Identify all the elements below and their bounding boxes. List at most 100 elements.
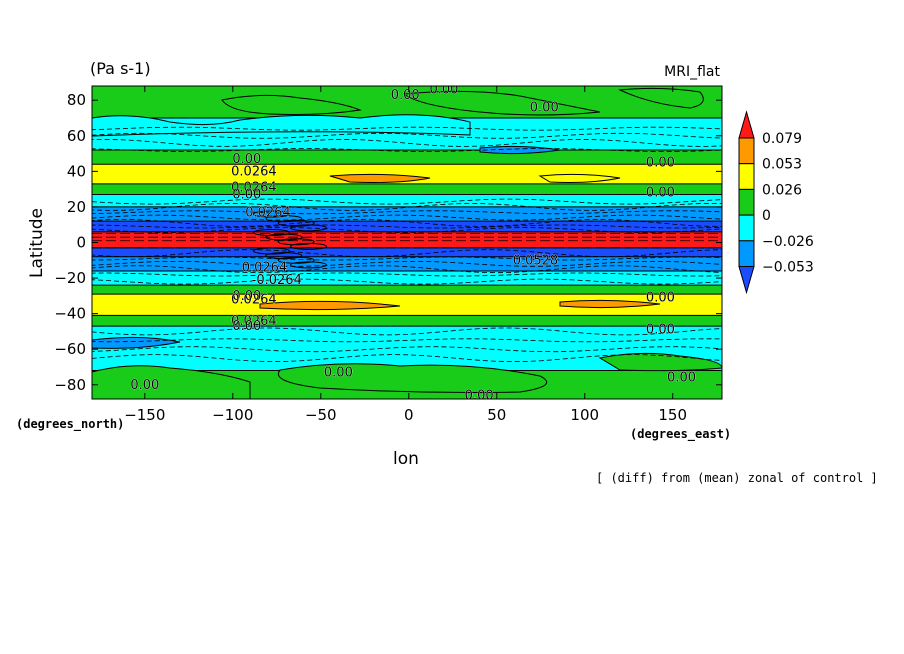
band-14 bbox=[92, 315, 722, 327]
colorbar-label-5: −0.053 bbox=[762, 260, 814, 276]
dashed-contour-20 bbox=[92, 354, 722, 363]
dashed-contour-18 bbox=[92, 338, 722, 343]
dashed-contour-12 bbox=[92, 256, 722, 261]
x-axis-label: lon bbox=[393, 449, 419, 469]
y-tick-label-5: −20 bbox=[54, 269, 86, 287]
band-6 bbox=[92, 206, 722, 222]
caption: [ (diff) from (mean) zonal of control ] bbox=[596, 471, 878, 485]
contour-label-19: 0.00 bbox=[324, 365, 353, 380]
cluster-contour-0 bbox=[252, 210, 290, 218]
contour-blob-9 bbox=[92, 336, 181, 349]
plot-area: 0.00 0.000.000.000.02640.02640.000.000.00… bbox=[92, 83, 722, 399]
contour-blob-11 bbox=[259, 300, 401, 311]
contour-blob-1 bbox=[221, 94, 362, 115]
contour-blobs bbox=[92, 87, 722, 399]
y-tick-label-6: −40 bbox=[54, 305, 86, 323]
y-tick-label-4: 0 bbox=[76, 234, 86, 252]
x-units-label: (degrees_east) bbox=[630, 427, 731, 442]
dashed-contour-4 bbox=[92, 198, 722, 205]
band-12 bbox=[92, 285, 722, 295]
contour-label-6: 0.00 bbox=[232, 187, 261, 202]
contour-blob-7 bbox=[277, 363, 548, 393]
contour-label-22: 0.00 bbox=[667, 371, 696, 386]
y-axis-label: Latitude bbox=[27, 208, 47, 278]
x-tick-label-0: −150 bbox=[124, 406, 165, 424]
band-11 bbox=[92, 270, 722, 286]
cluster-contour-6 bbox=[277, 238, 315, 246]
contour-label-11: -0.0264 bbox=[252, 273, 302, 288]
colorbar-bottom-arrow bbox=[738, 266, 755, 295]
contour-label-16: 0.00 bbox=[232, 319, 261, 334]
dashed-contour-3 bbox=[92, 148, 722, 152]
contour-label-1: 0.00 bbox=[429, 83, 458, 98]
band-2 bbox=[92, 150, 722, 165]
dashed-contour-14 bbox=[92, 265, 722, 274]
colorbar-segment-3 bbox=[738, 214, 755, 242]
dashed-contour-17 bbox=[92, 327, 722, 336]
x-tick-label-1: −100 bbox=[212, 406, 253, 424]
band-13 bbox=[92, 294, 722, 316]
band-5 bbox=[92, 194, 722, 207]
chart-title: MRI_flat bbox=[664, 64, 720, 80]
x-tick-label-5: 100 bbox=[570, 406, 599, 424]
contour-label-4: 0.0264 bbox=[231, 164, 277, 179]
dashed-contour-2 bbox=[92, 138, 722, 147]
colorbar-segment-1 bbox=[738, 163, 755, 190]
colorbar-segment-0 bbox=[738, 137, 755, 165]
contour-label-0: 0.00 bbox=[391, 88, 420, 103]
contour-blob-2 bbox=[402, 90, 601, 116]
contour-labels: 0.00 0.000.000.000.02640.02640.000.000.00… bbox=[130, 83, 696, 399]
y-tick-label-8: −80 bbox=[54, 376, 86, 394]
contour-label-2: 0.00 bbox=[530, 100, 559, 115]
contour-blob-0 bbox=[92, 114, 471, 137]
cluster-contour-8 bbox=[252, 247, 290, 255]
y-tick-label-7: −60 bbox=[54, 340, 86, 358]
dashed-contour-15 bbox=[92, 272, 722, 277]
band-7 bbox=[92, 221, 722, 232]
contour-blob-3 bbox=[618, 87, 704, 109]
x-axis: −150 −100 −50 0 50 100 150 bbox=[124, 86, 687, 424]
dashed-contour-10 bbox=[92, 227, 722, 234]
dashed-contours bbox=[92, 126, 722, 363]
contour-label-5: 0.0264 bbox=[231, 180, 277, 195]
cluster-contour-9 bbox=[265, 252, 303, 260]
band-8 bbox=[92, 231, 722, 248]
contour-label-8: 0.00 bbox=[646, 186, 675, 201]
x-tick-label-2: −50 bbox=[305, 406, 337, 424]
colorbar-label-2: 0.026 bbox=[762, 182, 802, 198]
dashed-contour-0 bbox=[92, 126, 722, 131]
band-0 bbox=[92, 86, 722, 119]
cluster-contour-4 bbox=[252, 229, 290, 237]
contour-label-3: 0.00 bbox=[232, 152, 261, 167]
contour-label-10: 0.0264 bbox=[242, 260, 288, 275]
contour-label-13: 0.00 bbox=[232, 289, 261, 304]
colorbar-label-4: −0.026 bbox=[762, 234, 814, 250]
cluster-contour-1 bbox=[265, 215, 303, 223]
cluster-contour-5 bbox=[265, 233, 303, 241]
contour-blob-5 bbox=[538, 173, 621, 183]
colorbar-top-arrow bbox=[738, 110, 755, 139]
colorbar-segment-2 bbox=[738, 188, 755, 216]
x-tick-label-6: 150 bbox=[658, 406, 687, 424]
contour-label-18: 0.00 bbox=[646, 323, 675, 338]
y-tick-label-3: 20 bbox=[67, 198, 86, 216]
cluster-contour-2 bbox=[277, 219, 315, 227]
contour-label-7: 0.00 bbox=[646, 155, 675, 170]
contour-blob-4 bbox=[329, 173, 431, 183]
colorbar-label-3: 0 bbox=[762, 208, 771, 224]
dashed-contour-6 bbox=[92, 210, 722, 215]
colorbar-label-0: 0.079 bbox=[762, 131, 802, 147]
contour-label-17: 0.00 bbox=[646, 291, 675, 306]
x-tick-label-4: 50 bbox=[487, 406, 506, 424]
colorbar-segment-4 bbox=[738, 240, 755, 268]
y-tick-label-2: 40 bbox=[67, 162, 86, 180]
band-4 bbox=[92, 183, 722, 195]
cluster-contour-10 bbox=[277, 256, 315, 264]
contour-blob-12 bbox=[559, 299, 661, 309]
dashed-contour-13 bbox=[92, 261, 722, 267]
contour-label-14: 0.0264 bbox=[231, 292, 277, 307]
contour-label-15: 0.0264 bbox=[231, 314, 277, 329]
contour-label-12: 0.0528 bbox=[513, 253, 559, 268]
x-tick-label-3: 0 bbox=[404, 406, 414, 424]
